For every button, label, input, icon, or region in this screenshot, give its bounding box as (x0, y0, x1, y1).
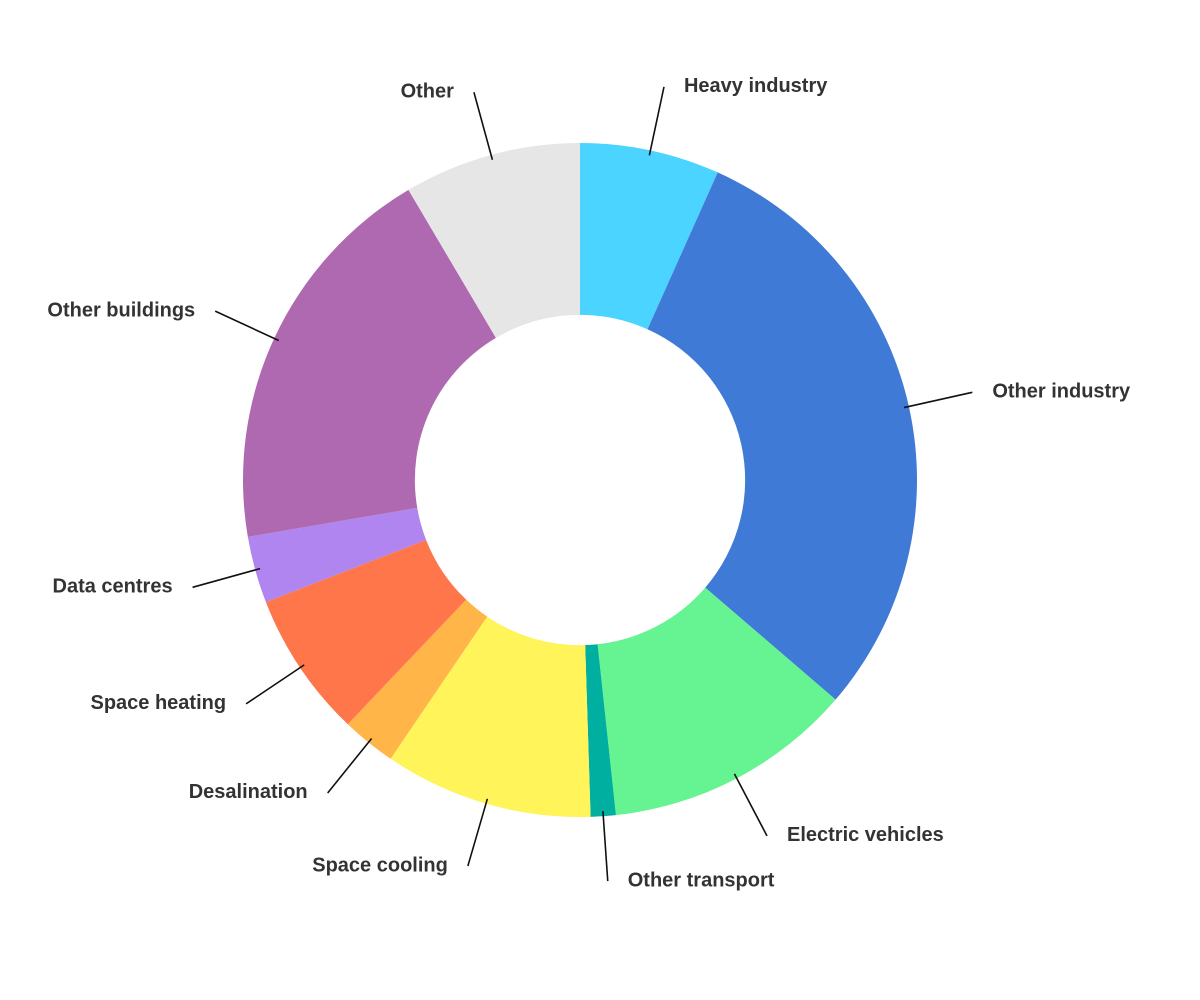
slice-label-other-industry: Other industry (992, 381, 1131, 403)
slice-label-desalination: Desalination (189, 781, 308, 803)
leader-line-space-cooling (467, 798, 489, 867)
labels-layer: Heavy industry Other industry Electric veh… (47, 75, 1131, 891)
slice-label-space-heating: Space heating (90, 692, 226, 714)
slice-heavy-industry (580, 143, 718, 330)
slices-layer (242, 143, 917, 818)
leader-line-heavy-industry (648, 86, 665, 156)
leader-line-other-buildings (214, 310, 280, 342)
slice-label-other: Other (401, 81, 455, 103)
leader-line-electric-vehicles (733, 773, 768, 837)
slice-electric-vehicles (597, 587, 836, 816)
slice-space-heating (265, 539, 467, 725)
slice-data-centres (247, 507, 427, 603)
leader-line-other-transport (602, 811, 609, 882)
leader-line-desalination (327, 737, 373, 794)
slice-other (408, 143, 580, 338)
leader-line-space-heating (245, 664, 305, 705)
leader-lines-layer (192, 86, 973, 882)
slice-label-data-centres: Data centres (53, 576, 173, 598)
slice-desalination (347, 599, 488, 759)
leader-line-other (473, 92, 494, 160)
slice-other-transport (585, 644, 616, 817)
slice-space-cooling (390, 616, 591, 818)
slice-label-other-transport: Other transport (628, 869, 775, 891)
slice-label-other-buildings: Other buildings (47, 299, 195, 321)
leader-line-data-centres (192, 567, 261, 589)
slice-other-buildings (242, 189, 496, 537)
slice-label-heavy-industry: Heavy industry (684, 75, 828, 97)
slice-label-space-cooling: Space cooling (312, 854, 448, 876)
leader-line-other-industry (903, 391, 973, 409)
slice-label-electric-vehicles: Electric vehicles (787, 824, 944, 846)
slice-other-industry (647, 172, 917, 700)
